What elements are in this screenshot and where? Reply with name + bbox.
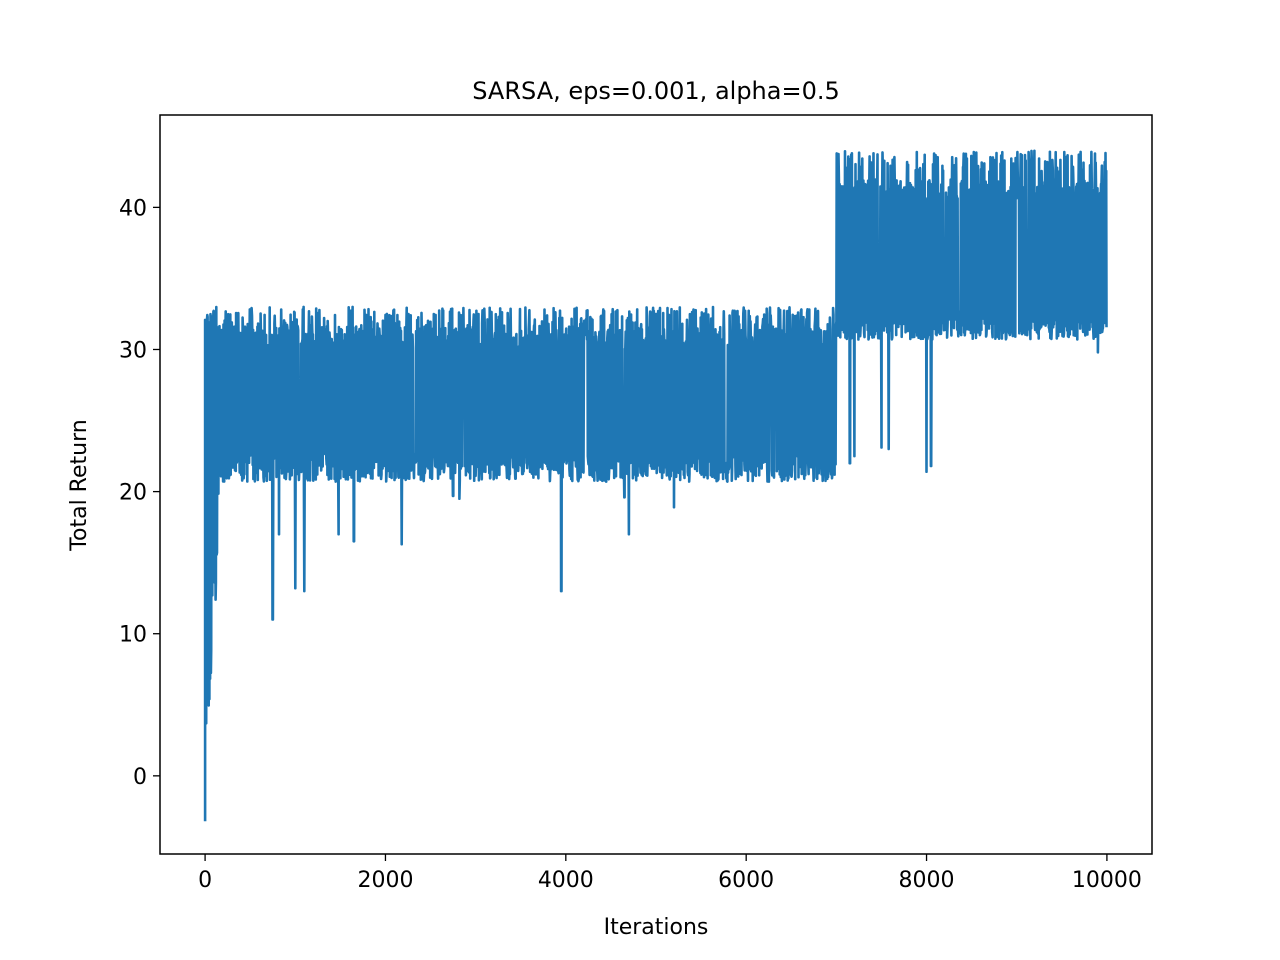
x-axis-label: Iterations <box>604 915 709 940</box>
y-tick-label: 20 <box>119 481 147 506</box>
x-tick-label: 6000 <box>718 868 774 893</box>
x-tick-label: 4000 <box>538 868 594 893</box>
series-line-total-return <box>203 149 1108 822</box>
y-tick-label: 40 <box>119 196 147 221</box>
x-tick-label: 8000 <box>899 868 955 893</box>
chart-title: SARSA, eps=0.001, alpha=0.5 <box>472 77 840 105</box>
y-tick-label: 10 <box>119 623 147 648</box>
y-tick-label: 30 <box>119 338 147 363</box>
x-tick-label: 10000 <box>1072 868 1142 893</box>
x-tick-label: 0 <box>198 868 212 893</box>
x-axis-ticks: 0 2000 4000 6000 8000 10000 <box>198 854 1142 893</box>
y-tick-label: 0 <box>133 765 147 790</box>
axes-frame <box>159 114 1153 855</box>
plot-area <box>203 149 1108 822</box>
y-axis-ticks: 0 10 20 30 40 <box>119 196 160 790</box>
x-tick-label: 2000 <box>357 868 413 893</box>
y-axis-label: Total Return <box>67 419 92 551</box>
